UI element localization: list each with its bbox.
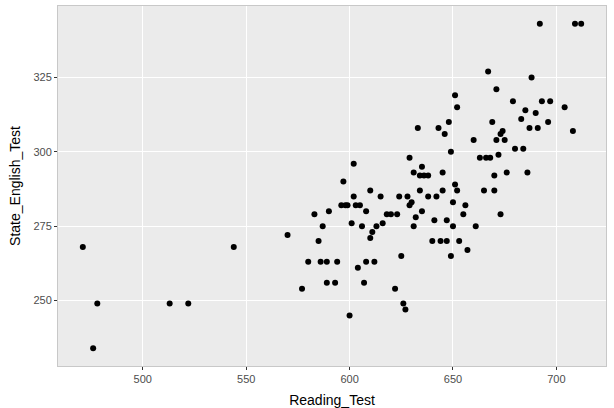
svg-text:650: 650	[444, 373, 462, 385]
svg-text:550: 550	[237, 373, 255, 385]
svg-text:State_English_Test: State_English_Test	[7, 126, 23, 246]
svg-text:300: 300	[33, 146, 51, 158]
svg-text:325: 325	[33, 71, 51, 83]
svg-text:250: 250	[33, 294, 51, 306]
svg-text:600: 600	[340, 373, 358, 385]
svg-text:700: 700	[547, 373, 565, 385]
svg-text:275: 275	[33, 220, 51, 232]
svg-text:500: 500	[134, 373, 152, 385]
svg-text:Reading_Test: Reading_Test	[289, 392, 375, 408]
